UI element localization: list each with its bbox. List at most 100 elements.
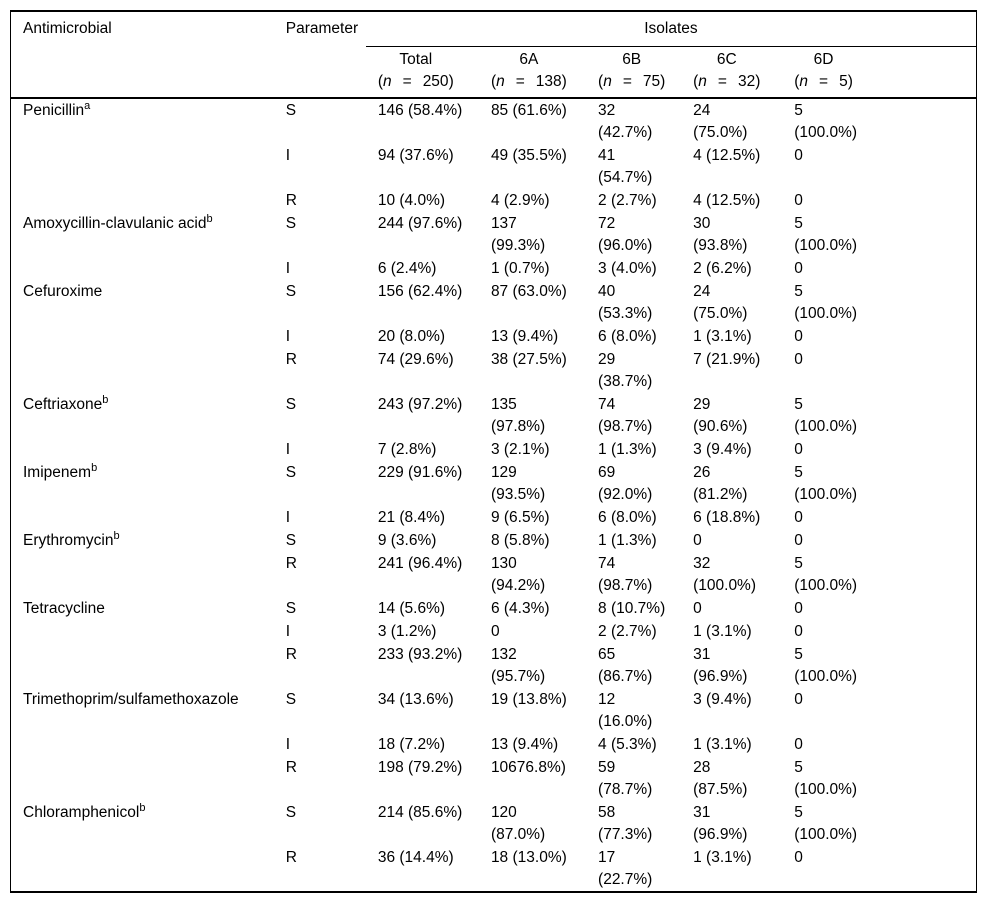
value-cell: 5 (100.0%) [794, 803, 858, 843]
value-cell: 0 [794, 508, 803, 526]
antimicrobial-cell: Cefuroxime [11, 280, 274, 325]
value-cell: 87 (63.0%) [490, 282, 567, 300]
value-cell: 18 (13.0%) [490, 848, 567, 866]
column-label: 6A [519, 50, 539, 68]
column-n-count: (n = 250) [377, 72, 454, 90]
value-cell: 5 (100.0%) [794, 282, 858, 322]
antimicrobial-cell [11, 257, 274, 280]
value-cell: 29 (90.6%) [693, 395, 748, 435]
parameter-cell: I [285, 622, 291, 640]
value-cell: 5 (100.0%) [794, 214, 858, 254]
value-cell: 130 (94.2%) [490, 554, 546, 594]
value-cell: 6 (8.0%) [598, 327, 657, 345]
table-row: R 198 (79.2%) 10676.8%) 59 (78.7%) 28 (87.5%… [11, 756, 977, 801]
column-label: 6D [813, 50, 834, 68]
value-cell: 10 (4.0%) [377, 191, 446, 209]
value-cell: 21 (8.4%) [377, 508, 446, 526]
value-cell: 120 (87.0%) [490, 803, 546, 843]
antimicrobial-cell [11, 325, 274, 348]
column-n-count: (n = 5) [794, 72, 853, 90]
value-cell: 4 (12.5%) [693, 191, 761, 209]
value-cell: 0 [794, 191, 803, 209]
value-cell: 69 (92.0%) [598, 463, 653, 503]
parameter-cell: S [285, 282, 297, 300]
value-cell: 0 [794, 531, 803, 549]
value-cell: 0 [794, 327, 803, 345]
value-cell: 20 (8.0%) [377, 327, 446, 345]
value-cell: 13 (9.4%) [490, 735, 559, 753]
table-row: Amoxycillin-clavulanic acidb S 244 (97.6%)… [11, 212, 977, 257]
value-cell: 6 (18.8%) [693, 508, 761, 526]
table-row: I 20 (8.0%) 13 (9.4%) 6 (8.0%) 1 (3.1%) 0 [11, 325, 977, 348]
value-cell: 4 (5.3%) [598, 735, 657, 753]
value-cell: 3 (2.1%) [490, 440, 550, 458]
value-cell: 94 (37.6%) [377, 146, 454, 164]
value-cell: 19 (13.8%) [490, 690, 567, 708]
value-cell: 14 (5.6%) [377, 599, 446, 617]
column-header-6c: 6C (n = 32) [681, 46, 783, 99]
antimicrobial-name: Trimethoprim/sulfamethoxazole [23, 690, 239, 708]
antimicrobial-cell [11, 733, 274, 756]
value-cell: 31 (96.9%) [693, 803, 748, 843]
value-cell: 30 (93.8%) [693, 214, 748, 254]
value-cell: 233 (93.2%) [377, 645, 463, 663]
antimicrobial-name: Cefuroxime [23, 282, 103, 300]
table-row: Cefuroxime S 156 (62.4%) 87 (63.0%) 40 (53.3… [11, 280, 977, 325]
antimicrobial-cell: Imipenemb [11, 461, 274, 506]
footnote-marker: b [102, 393, 109, 406]
value-cell: 41 (54.7%) [598, 146, 653, 186]
value-cell: 58 (77.3%) [598, 803, 653, 843]
parameter-cell: I [285, 440, 291, 458]
table-row: R 233 (93.2%) 132 (95.7%) 65 (86.7%) 31 (96.… [11, 643, 977, 688]
parameter-cell: R [285, 350, 297, 368]
value-cell: 8 (5.8%) [490, 531, 550, 549]
table-row: R 10 (4.0%) 4 (2.9%) 2 (2.7%) 4 (12.5%) 0 [11, 189, 977, 212]
parameter-cell: I [285, 146, 291, 164]
value-cell: 6 (8.0%) [598, 508, 657, 526]
value-cell: 0 [794, 599, 803, 617]
value-cell: 137 (99.3%) [490, 214, 546, 254]
value-cell: 12 (16.0%) [598, 690, 653, 730]
value-cell: 5 (100.0%) [794, 101, 858, 141]
footnote-marker: b [113, 529, 120, 542]
value-cell: 7 (21.9%) [693, 350, 761, 368]
antimicrobial-cell: Ceftriaxoneb [11, 393, 274, 438]
value-cell: 0 [794, 440, 803, 458]
value-cell: 28 (87.5%) [693, 758, 748, 798]
value-cell: 0 [794, 690, 803, 708]
value-cell: 40 (53.3%) [598, 282, 653, 322]
column-header-total: Total (n = 250) [365, 46, 479, 99]
value-cell: 74 (29.6%) [377, 350, 454, 368]
parameter-cell: R [285, 191, 297, 209]
parameter-cell: R [285, 645, 297, 663]
footnote-marker: b [139, 801, 146, 814]
value-cell: 31 (96.9%) [693, 645, 748, 685]
value-cell: 5 (100.0%) [794, 645, 858, 685]
value-cell: 1 (1.3%) [598, 440, 657, 458]
column-header-6d: 6D (n = 5) [782, 46, 977, 99]
parameter-cell: I [285, 508, 291, 526]
value-cell: 65 (86.7%) [598, 645, 653, 685]
value-cell: 6 (2.4%) [377, 259, 437, 277]
value-cell: 0 [794, 622, 803, 640]
parameter-cell: S [285, 803, 297, 821]
footnote-marker: b [91, 461, 98, 474]
value-cell: 24 (75.0%) [693, 282, 748, 322]
parameter-cell: S [285, 531, 297, 549]
parameter-cell: S [285, 214, 297, 232]
footnote-marker: b [206, 212, 213, 225]
value-cell: 244 (97.6%) [377, 214, 463, 232]
value-cell: 8 (10.7%) [598, 599, 666, 617]
parameter-cell: S [285, 463, 297, 481]
value-cell: 0 [794, 735, 803, 753]
value-cell: 3 (9.4%) [693, 690, 752, 708]
value-cell: 1 (3.1%) [693, 848, 752, 866]
table-row: Tetracycline S 14 (5.6%) 6 (4.3%) 8 (10.7%) 0… [11, 597, 977, 620]
value-cell: 36 (14.4%) [377, 848, 454, 866]
column-n-count: (n = 138) [490, 72, 567, 90]
antimicrobial-name: Erythromycin [23, 531, 114, 549]
table-row: I 3 (1.2%) 0 2 (2.7%) 1 (3.1%) 0 [11, 620, 977, 643]
parameter-cell: S [285, 599, 297, 617]
antimicrobial-name: Chloramphenicol [23, 803, 140, 821]
